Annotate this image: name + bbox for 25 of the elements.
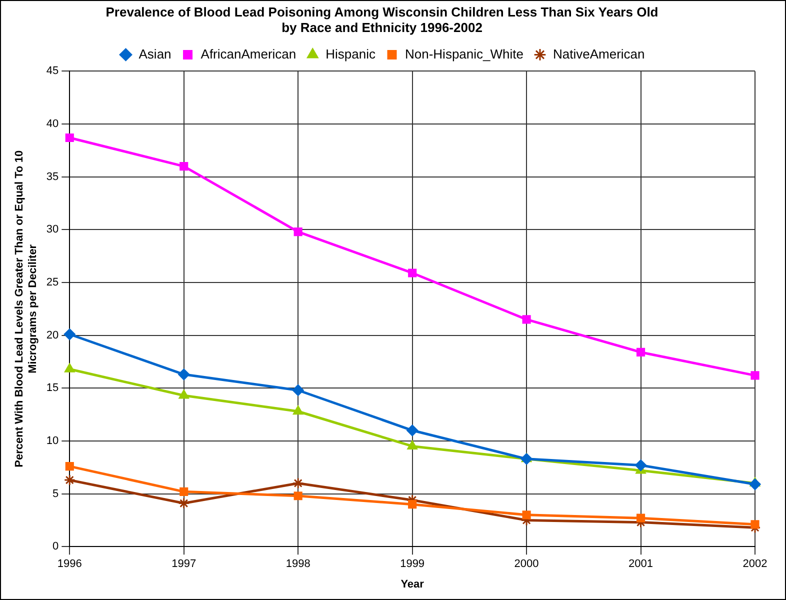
- legend-label: Non-Hispanic_White: [404, 46, 524, 62]
- x-tick-label: 1998: [286, 558, 310, 570]
- legend-label: NativeAmerican: [552, 46, 645, 62]
- x-axis-title: Year: [400, 578, 425, 590]
- y-tick-label: 40: [46, 118, 59, 130]
- y-tick-label: 20: [46, 329, 59, 342]
- y-tick-label: 5: [52, 488, 59, 500]
- y-tick-label: 25: [46, 276, 59, 289]
- x-tick-label: 1997: [172, 558, 196, 570]
- x-tick-label: 1996: [57, 558, 82, 570]
- y-tick-label: 30: [46, 224, 59, 236]
- y-tick-label: 15: [46, 382, 59, 394]
- x-tick-label: 2000: [514, 558, 539, 570]
- legend-label: AfricanAmerican: [200, 46, 296, 62]
- y-tick-label: 45: [46, 65, 59, 78]
- x-tick-label: 2001: [628, 558, 654, 570]
- y-tick-label: 0: [52, 540, 59, 553]
- x-tick-label: 1999: [400, 558, 425, 570]
- legend-label: Hispanic: [326, 46, 376, 62]
- y-tick-label: 35: [46, 170, 59, 183]
- legend-label: Asian: [138, 46, 172, 62]
- y-tick-label: 10: [46, 434, 59, 447]
- y-axis-title: Percent With Blood Lead Levels Greater Than or Equal To 10 Micrograms per Deciliter: [14, 150, 39, 468]
- chart-title: Prevalence of Blood Lead Poisoning Among Wisconsin Children Less Than Six Years Old by Race and Ethnicity 1996-2002: [106, 4, 658, 35]
- x-tick-label: 2002: [742, 558, 768, 570]
